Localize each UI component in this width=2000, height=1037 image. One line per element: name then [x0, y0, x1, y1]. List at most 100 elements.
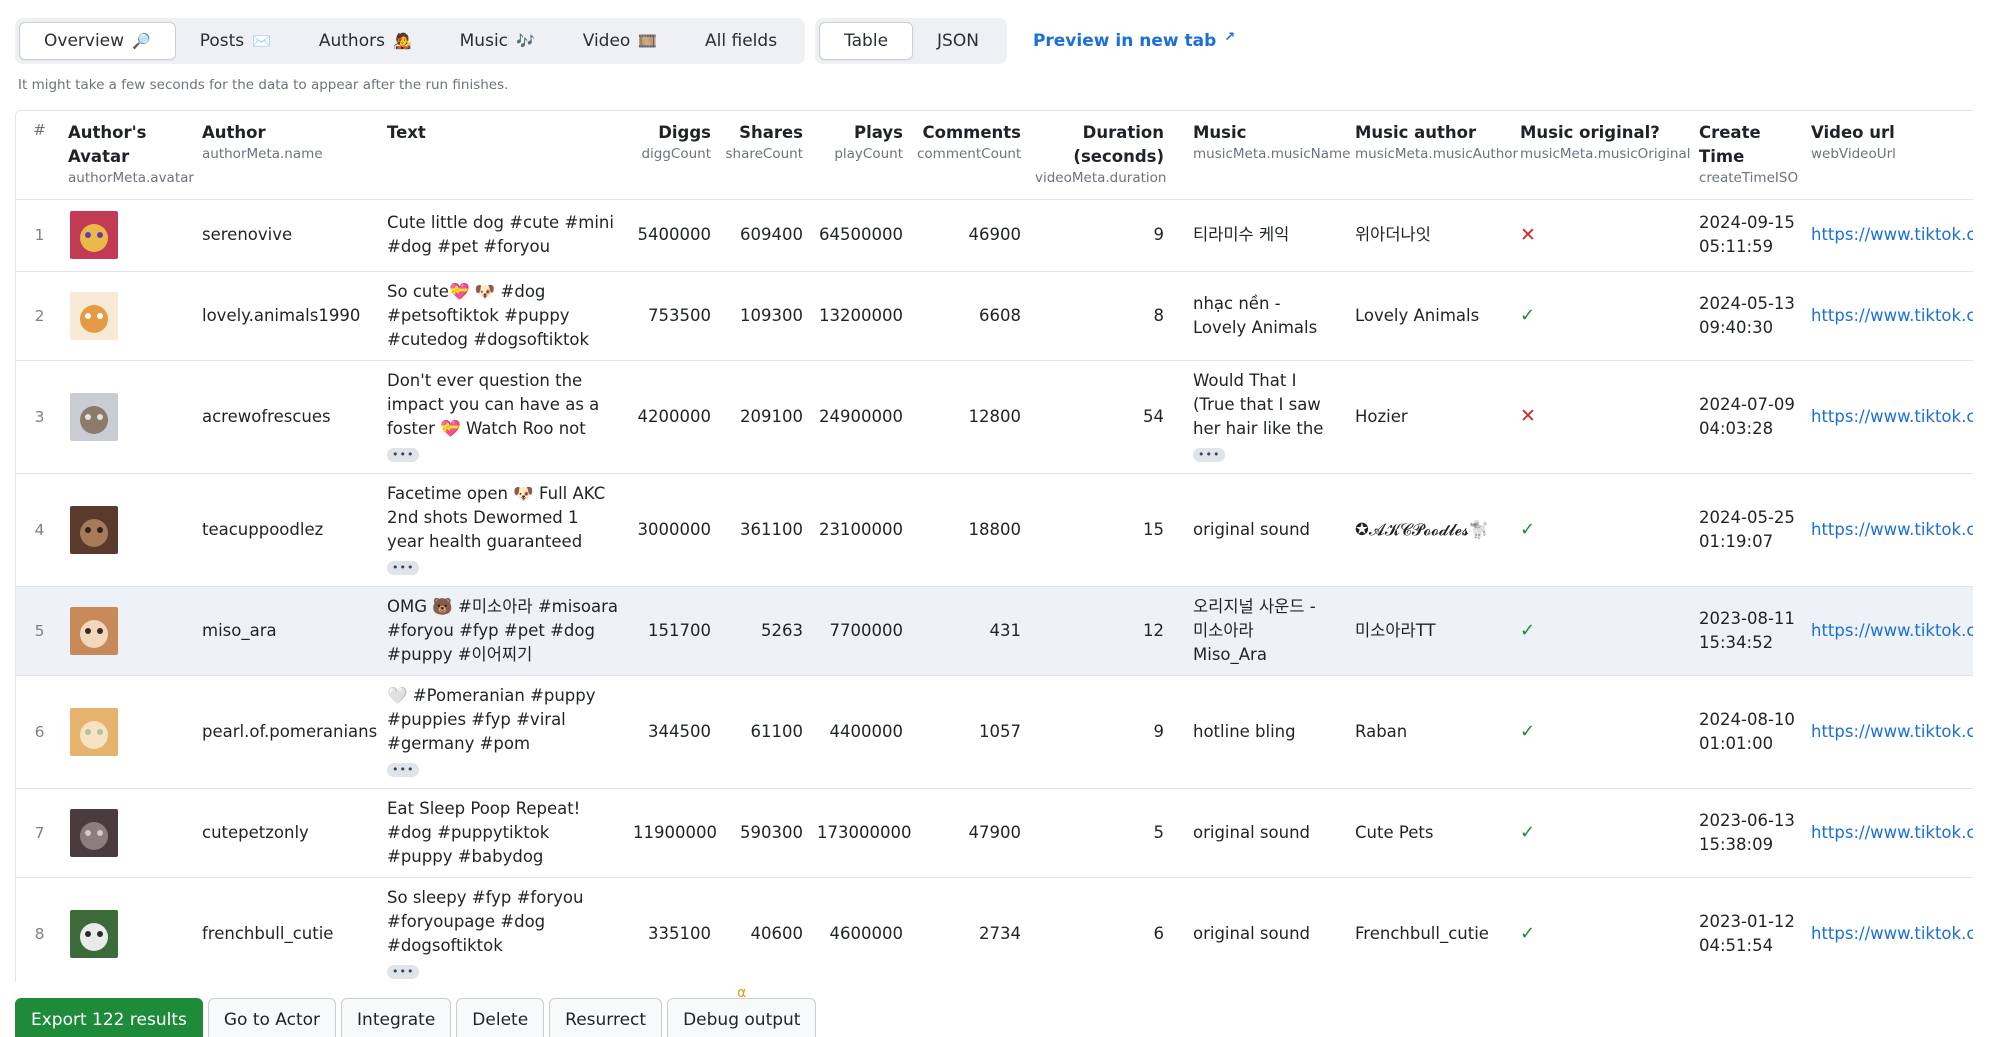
author-avatar[interactable] [70, 505, 118, 554]
column-header-text[interactable]: Text [373, 111, 633, 200]
create-clock: 04:03:28 [1699, 418, 1774, 438]
create-time: 2023-08-11 15:34:52 [1697, 586, 1809, 676]
results-table-container[interactable]: # Author's Avatar authorMeta.avatar Autho… [15, 110, 1973, 982]
export-results-button[interactable]: Export 122 results [15, 998, 203, 1037]
video-url-link[interactable]: https://www.tiktok.com [1809, 586, 1973, 676]
author-avatar[interactable] [70, 392, 118, 441]
expand-text-button[interactable]: ••• [387, 762, 420, 777]
tab-all-fields[interactable]: All fields [681, 22, 801, 60]
tab-music[interactable]: Music 🎶 [436, 22, 559, 60]
shares-value: 40600 [725, 877, 817, 982]
post-text: Facetime open 🐶 Full AKC 2nd shots Dewor… [387, 483, 606, 551]
column-header-plays[interactable]: Plays playCount [817, 111, 917, 200]
post-text-cell: So sleepy #fyp #foryou #foryoupage #dog … [373, 877, 633, 982]
author-avatar[interactable] [70, 808, 118, 857]
tab-overview[interactable]: Overview 🔎 [19, 22, 176, 60]
check-icon: ✓ [1520, 518, 1536, 540]
table-row[interactable]: 4 teacuppoodlez Facetime open 🐶 Full AKC… [16, 473, 1973, 587]
music-name-cell: Would That I (True that I saw her hair l… [1178, 360, 1344, 474]
comments-value: 1057 [917, 675, 1035, 789]
tab-json[interactable]: JSON [913, 22, 1003, 60]
table-row[interactable]: 5 miso_ara OMG 🐻 #미소아라 #misoara #foryou … [16, 586, 1973, 676]
video-url-link[interactable]: https://www.tiktok.com [1809, 675, 1973, 789]
plays-value: 64500000 [817, 199, 917, 272]
table-row[interactable]: 1 serenovive Cute little dog #cute #mini… [16, 199, 1973, 272]
tab-table[interactable]: Table [819, 22, 914, 60]
author-name: lovely.animals1990 [198, 271, 373, 361]
column-header-avatar[interactable]: Author's Avatar authorMeta.avatar [63, 111, 198, 200]
diggs-value: 5400000 [633, 199, 725, 272]
create-date: 2023-08-11 [1699, 608, 1795, 628]
tab-video[interactable]: Video 🎞️ [559, 22, 681, 60]
comments-value: 2734 [917, 877, 1035, 982]
music-name: original sound [1193, 923, 1310, 943]
integrate-button[interactable]: Integrate [341, 998, 452, 1037]
column-header-duration[interactable]: Duration (seconds) videoMeta.duration [1035, 111, 1178, 200]
post-text-cell: Eat Sleep Poop Repeat! #dog #puppytiktok… [373, 788, 633, 878]
comments-value: 431 [917, 586, 1035, 676]
column-header-create-time[interactable]: Create Time createTimeISO [1697, 111, 1809, 200]
video-url-link[interactable]: https://www.tiktok.com [1809, 877, 1973, 982]
format-tabs: Table JSON [815, 18, 1007, 64]
debug-output-button[interactable]: α Debug output [667, 985, 817, 1037]
post-text: Eat Sleep Poop Repeat! #dog #puppytiktok… [387, 798, 581, 866]
author-avatar[interactable] [70, 211, 118, 259]
tab-label: Posts [199, 31, 245, 51]
column-header-music-original[interactable]: Music original? musicMeta.musicOriginal [1517, 111, 1697, 200]
video-url-link[interactable]: https://www.tiktok.com [1809, 360, 1973, 474]
resurrect-button[interactable]: Resurrect [549, 998, 663, 1037]
post-text: So cute💝 🐶 #dog #petsoftiktok #puppy #cu… [387, 281, 590, 349]
music-author: 미소아라TT [1344, 586, 1517, 676]
preview-in-new-tab-link[interactable]: Preview in new tab ↗ [1032, 30, 1235, 52]
table-row[interactable]: 8 frenchbull_cutie So sleepy #fyp #foryo… [16, 877, 1973, 982]
tab-label: Video [582, 31, 631, 51]
author-avatar[interactable] [70, 707, 118, 756]
column-header-shares[interactable]: Shares shareCount [725, 111, 817, 200]
loading-hint: It might take a few seconds for the data… [18, 77, 509, 93]
author-avatar[interactable] [70, 606, 118, 655]
column-header-author[interactable]: Author authorMeta.name [198, 111, 373, 200]
video-url-link[interactable]: https://www.tiktok.com [1809, 199, 1973, 272]
music-name: original sound [1193, 519, 1310, 539]
preview-label: Preview in new tab [1032, 31, 1217, 51]
button-label: Resurrect [565, 1010, 647, 1030]
video-url-link[interactable]: https://www.tiktok.com [1809, 788, 1973, 878]
expand-music-button[interactable]: ••• [1193, 447, 1226, 462]
video-url-link[interactable]: https://www.tiktok.com [1809, 271, 1973, 361]
video-url-link[interactable]: https://www.tiktok.com [1809, 473, 1973, 587]
duration-value: 15 [1035, 473, 1178, 587]
column-header-music[interactable]: Music musicMeta.musicName [1178, 111, 1350, 200]
music-author: ✪𝓐𝓚𝓒𝓟𝓸𝓸𝓭𝓵𝓮𝓼🐩 [1344, 473, 1517, 587]
tab-authors[interactable]: Authors 🧑‍🎤 [295, 22, 436, 60]
table-row[interactable]: 6 pearl.of.pomeranians 🤍 #Pomeranian #pu… [16, 675, 1973, 789]
plays-value: 13200000 [817, 271, 917, 361]
column-header-comments[interactable]: Comments commentCount [917, 111, 1035, 200]
diggs-value: 11900000 [633, 788, 725, 878]
music-name: 티라미수 케익 [1193, 225, 1290, 244]
table-row[interactable]: 3 acrewofrescues Don't ever question the… [16, 360, 1973, 474]
post-text-cell: Facetime open 🐶 Full AKC 2nd shots Dewor… [373, 473, 633, 587]
column-header-diggs[interactable]: Diggs diggCount [633, 111, 725, 200]
delete-button[interactable]: Delete [456, 998, 545, 1037]
cross-icon: ✕ [1520, 405, 1536, 427]
music-author: 위아더나잇 [1344, 199, 1517, 272]
table-header-row: # Author's Avatar authorMeta.avatar Autho… [16, 111, 1973, 200]
expand-text-button[interactable]: ••• [387, 447, 420, 462]
tab-posts[interactable]: Posts ✉️ [176, 22, 295, 60]
author-avatar[interactable] [70, 909, 118, 958]
column-header-video-url[interactable]: Video url webVideoUrl [1809, 111, 1973, 200]
duration-value: 9 [1035, 199, 1178, 272]
create-clock: 05:11:59 [1699, 237, 1774, 256]
create-date: 2024-08-10 [1699, 709, 1795, 729]
music-name: 오리지널 사운드 - 미소아라 Miso_Ara [1193, 596, 1316, 664]
music-original-cell: ✓ [1517, 788, 1697, 878]
avatar-cell [63, 877, 198, 982]
expand-text-button[interactable]: ••• [387, 560, 420, 575]
table-row[interactable]: 7 cutepetzonly Eat Sleep Poop Repeat! #d… [16, 788, 1973, 878]
column-header-music-author[interactable]: Music author musicMeta.musicAuthor [1344, 111, 1518, 200]
table-row[interactable]: 2 lovely.animals1990 So cute💝 🐶 #dog #pe… [16, 271, 1973, 361]
go-to-actor-button[interactable]: Go to Actor [207, 998, 337, 1037]
create-date: 2023-01-12 [1699, 911, 1795, 931]
author-avatar[interactable] [70, 291, 118, 340]
expand-text-button[interactable]: ••• [387, 964, 420, 979]
